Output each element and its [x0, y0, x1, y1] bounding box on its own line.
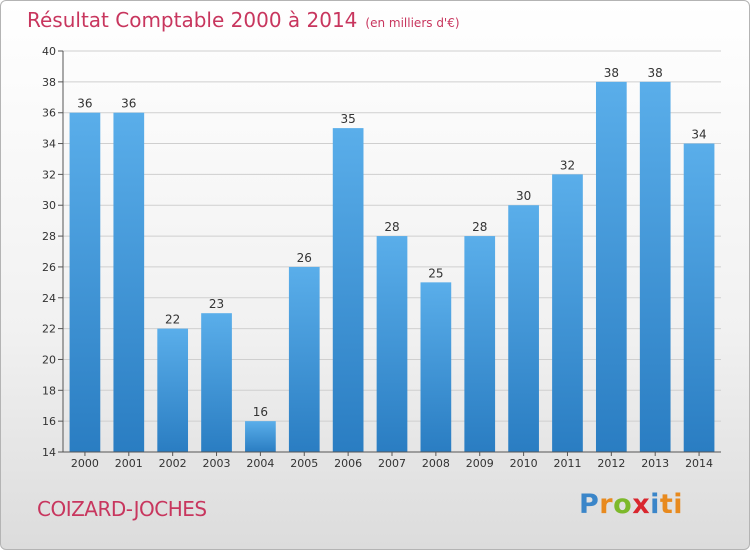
- x-tick-label: 2002: [159, 457, 187, 470]
- bar: [113, 112, 145, 452]
- bars: 36 36 22 23 16 26 35 28 25 28 30 32 38 38 34: [69, 66, 715, 453]
- chart-subtitle: (en milliers d'€): [365, 16, 460, 30]
- y-tick-label: 24: [42, 292, 56, 305]
- y-tick-label: 16: [42, 415, 56, 428]
- bar: [245, 421, 276, 452]
- x-tick-label: 2009: [466, 457, 494, 470]
- x-tick-label: 2011: [553, 457, 581, 470]
- data-label: 36: [77, 97, 92, 111]
- y-tick-label: 38: [42, 76, 56, 89]
- x-tick-label: 2014: [685, 457, 713, 470]
- bar: [288, 266, 320, 452]
- x-tick-label: 2008: [422, 457, 450, 470]
- data-label: 34: [691, 128, 706, 142]
- bar: [639, 81, 671, 452]
- data-label: 25: [428, 266, 443, 280]
- data-label: 26: [297, 251, 312, 265]
- bar: [683, 143, 715, 453]
- data-label: 23: [209, 297, 224, 311]
- x-tick-label: 2001: [115, 457, 143, 470]
- y-tick-label: 34: [42, 138, 56, 151]
- data-label: 30: [516, 189, 531, 203]
- y-tick-label: 28: [42, 230, 56, 243]
- y-tick-label: 32: [42, 168, 56, 181]
- proxiti-logo: Proxiti: [579, 489, 683, 520]
- x-tick-label: 2013: [641, 457, 669, 470]
- x-tick-label: 2006: [334, 457, 362, 470]
- logo-letter: P: [579, 489, 600, 520]
- data-label: 22: [165, 313, 180, 327]
- logo-letter: ti: [659, 489, 684, 520]
- y-tick-label: 20: [42, 353, 56, 366]
- logo-letter: r: [599, 489, 614, 520]
- x-tick-label: 2007: [378, 457, 406, 470]
- bar: [201, 313, 232, 452]
- chart-title-text: Résultat Comptable 2000 à 2014: [27, 8, 358, 32]
- bar: [332, 128, 364, 452]
- bar: [420, 282, 452, 452]
- bar: [157, 328, 189, 452]
- y-tick-label: 40: [42, 45, 56, 58]
- x-tick-label: 2000: [71, 457, 99, 470]
- y-tick-label: 36: [42, 107, 56, 120]
- x-tick-label: 2003: [203, 457, 231, 470]
- bar: [69, 112, 101, 452]
- bar: [552, 174, 583, 452]
- bar: [376, 236, 408, 452]
- bar: [595, 81, 627, 452]
- data-label: 38: [648, 66, 663, 80]
- y-tick-label: 14: [42, 446, 56, 459]
- data-label: 38: [604, 66, 619, 80]
- bar: [464, 236, 496, 452]
- data-label: 16: [253, 405, 268, 419]
- y-tick-label: 18: [42, 384, 56, 397]
- y-axis: 14 16 18 20 22 24 26 28 30 32 34 36 38 40: [42, 45, 64, 459]
- y-tick-label: 26: [42, 261, 56, 274]
- data-label: 36: [121, 97, 136, 111]
- y-tick-label: 22: [42, 323, 56, 336]
- city-name: COIZARD-JOCHES: [37, 497, 207, 521]
- x-tick-label: 2005: [290, 457, 318, 470]
- chart-title: Résultat Comptable 2000 à 2014 (en millie…: [27, 8, 460, 32]
- y-tick-label: 30: [42, 199, 56, 212]
- x-tick-label: 2012: [597, 457, 625, 470]
- data-label: 35: [340, 112, 355, 126]
- logo-letter: x: [632, 489, 651, 520]
- data-label: 32: [560, 158, 575, 172]
- logo-letter: o: [613, 489, 633, 520]
- x-tick-label: 2004: [246, 457, 274, 470]
- data-label: 28: [472, 220, 487, 234]
- logo-letter: i: [650, 489, 660, 520]
- bar: [508, 205, 539, 452]
- data-label: 28: [384, 220, 399, 234]
- x-axis: 2000 2001 2002 2003 2004 2005 2006 2007 2008 2009…: [63, 451, 721, 470]
- x-tick-label: 2010: [510, 457, 538, 470]
